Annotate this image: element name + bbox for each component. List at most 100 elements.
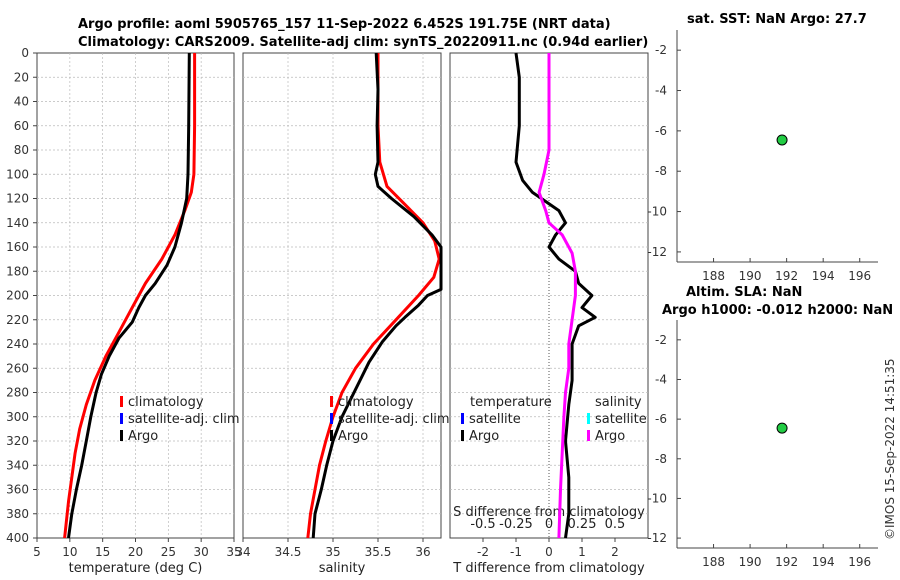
depth-tick-label: 220 [6,313,29,327]
sla-ytick-label: -6 [655,412,667,426]
temperature-xtick-label: 20 [128,545,143,559]
depth-tick-label: 260 [6,361,29,375]
sla-ytick-label: -2 [655,333,667,347]
difference-panel: -2 -1 0 1 2 -0.5 -0.25 0 0.25 0.5S difference fro… [449,52,649,576]
depth-tick-label: 0 [21,46,29,60]
salinity-diff-xlabel: S difference from climatology [453,505,645,520]
sla-xtick-label: 188 [702,555,725,569]
salinity-diff-legend-title: salinity [595,395,642,410]
depth-tick-label: 160 [6,240,29,254]
salinity-diff-tick-label: -0.5 [470,517,495,532]
temperature-diff-legend-label: satellite [469,412,521,427]
temperature-xtick-label: 35 [226,545,241,559]
sla-ytick-label: -8 [655,452,667,466]
temperature-diff-legend-swatch [461,430,464,441]
sla-map-panel: -2 -4 -6 -8 -10 -12 188 190 192 194 196 [647,320,878,569]
sla-ytick-label: -4 [655,372,667,386]
title-line1: Argo profile: aoml 5905765_157 11-Sep-20… [78,17,611,32]
temperature-diff-legend-title: temperature [470,395,552,410]
sla-ytick-label: -10 [647,491,667,505]
depth-tick-label: 60 [14,119,29,133]
salinity-xlabel: salinity [319,561,366,576]
sla-xtick-label: 194 [812,555,835,569]
difference-xlabel: T difference from climatology [452,561,645,576]
salinity-xtick-label: 34 [235,545,250,559]
temperature-diff-legend-label: Argo [469,429,499,444]
sst-xtick-label: 190 [739,269,762,283]
salinity-legend-label: climatology [338,395,414,410]
salinity-xtick-label: 36 [415,545,430,559]
sst-xtick-label: 188 [702,269,725,283]
temperature-legend-label: satellite-adj. clim [128,412,240,427]
temperature-panel: 0 20 40 60 80 100 120 140 160 180 200 220 240 260 280 3… [6,46,242,576]
sst-xtick-label: 194 [812,269,835,283]
temperature-legend-label: Argo [128,429,158,444]
depth-tick-label: 100 [6,167,29,181]
depth-tick-label: 180 [6,264,29,278]
sst-map-panel: -2 -4 -6 -8 -10 -12 188 190 192 194 196 [647,30,878,283]
difference-xtick-label: 1 [578,545,586,559]
depth-tick-label: 200 [6,289,29,303]
salinity-xtick-label: 34.5 [275,545,302,559]
sst-ytick-label: -4 [655,84,667,98]
depth-tick-label: 380 [6,507,29,521]
temperature-legend-swatch [120,430,123,441]
watermark: ©IMOS 15-Sep-2022 14:51:35 [883,358,897,540]
difference-series-s-difference-argo- [537,53,577,539]
salinity-diff-tick-label: 0.25 [568,517,597,532]
salinity-diff-legend-label: Argo [595,429,625,444]
sst-ytick-label: -12 [647,245,667,259]
sla-argo-location-marker [776,422,788,434]
sla-xtick-label: 196 [848,555,871,569]
depth-tick-label: 20 [14,70,29,84]
depth-tick-label: 320 [6,434,29,448]
depth-tick-label: 240 [6,337,29,351]
sst-ytick-label: -2 [655,43,667,57]
depth-tick-label: 280 [6,386,29,400]
salinity-diff-legend-swatch [587,430,590,441]
temperature-diff-legend-swatch [461,413,464,424]
sst-xtick-label: 192 [775,269,798,283]
difference-xtick-label: 2 [611,545,619,559]
salinity-legend-label: Argo [338,429,368,444]
sla-plot-area [677,320,878,548]
sla-title: Altim. SLA: NaN [686,285,802,300]
sla-ytick-label: -12 [647,531,667,545]
salinity-diff-tick-label: 0.5 [605,517,626,532]
difference-xtick-label: -2 [477,545,489,559]
salinity-xtick-label: 35 [325,545,340,559]
temperature-xlabel: temperature (deg C) [69,561,203,576]
temperature-series-climatology [63,53,197,539]
sst-xtick-label: 196 [848,269,871,283]
salinity-legend-swatch [330,396,333,407]
salinity-legend-swatch [330,413,333,424]
temperature-xtick-label: 25 [161,545,176,559]
temperature-legend-swatch [120,413,123,424]
difference-xtick-label: 0 [545,545,553,559]
sla-xtick-label: 192 [775,555,798,569]
temperature-xtick-label: 10 [62,545,77,559]
depth-tick-label: 360 [6,483,29,497]
salinity-series-climatology [306,53,441,539]
depth-tick-label: 400 [6,531,29,545]
sla-subtitle: Argo h1000: -0.012 h2000: NaN [662,303,893,318]
sst-ytick-label: -6 [655,124,667,138]
sst-ytick-label: -10 [647,205,667,219]
temperature-xtick-label: 15 [95,545,110,559]
depth-tick-label: 140 [6,216,29,230]
depth-tick-label: 120 [6,192,29,206]
salinity-legend-label: satellite-adj. clim [338,412,450,427]
salinity-diff-tick-label: 0 [545,517,553,532]
salinity-diff-legend-label: satellite [595,412,647,427]
title-line2: Climatology: CARS2009. Satellite-adj cli… [78,35,648,50]
sst-title: sat. SST: NaN Argo: 27.7 [687,12,867,27]
depth-tick-label: 80 [14,143,29,157]
salinity-xtick-label: 35.5 [365,545,392,559]
salinity-diff-tick-label: -0.25 [499,517,533,532]
depth-tick-label: 40 [14,95,29,109]
difference-xtick-label: -1 [510,545,522,559]
salinity-panel: 34 34.5 35 35.5 36 salinity climatology satelli… [235,52,450,576]
temperature-xtick-label: 30 [194,545,209,559]
temperature-legend-swatch [120,396,123,407]
